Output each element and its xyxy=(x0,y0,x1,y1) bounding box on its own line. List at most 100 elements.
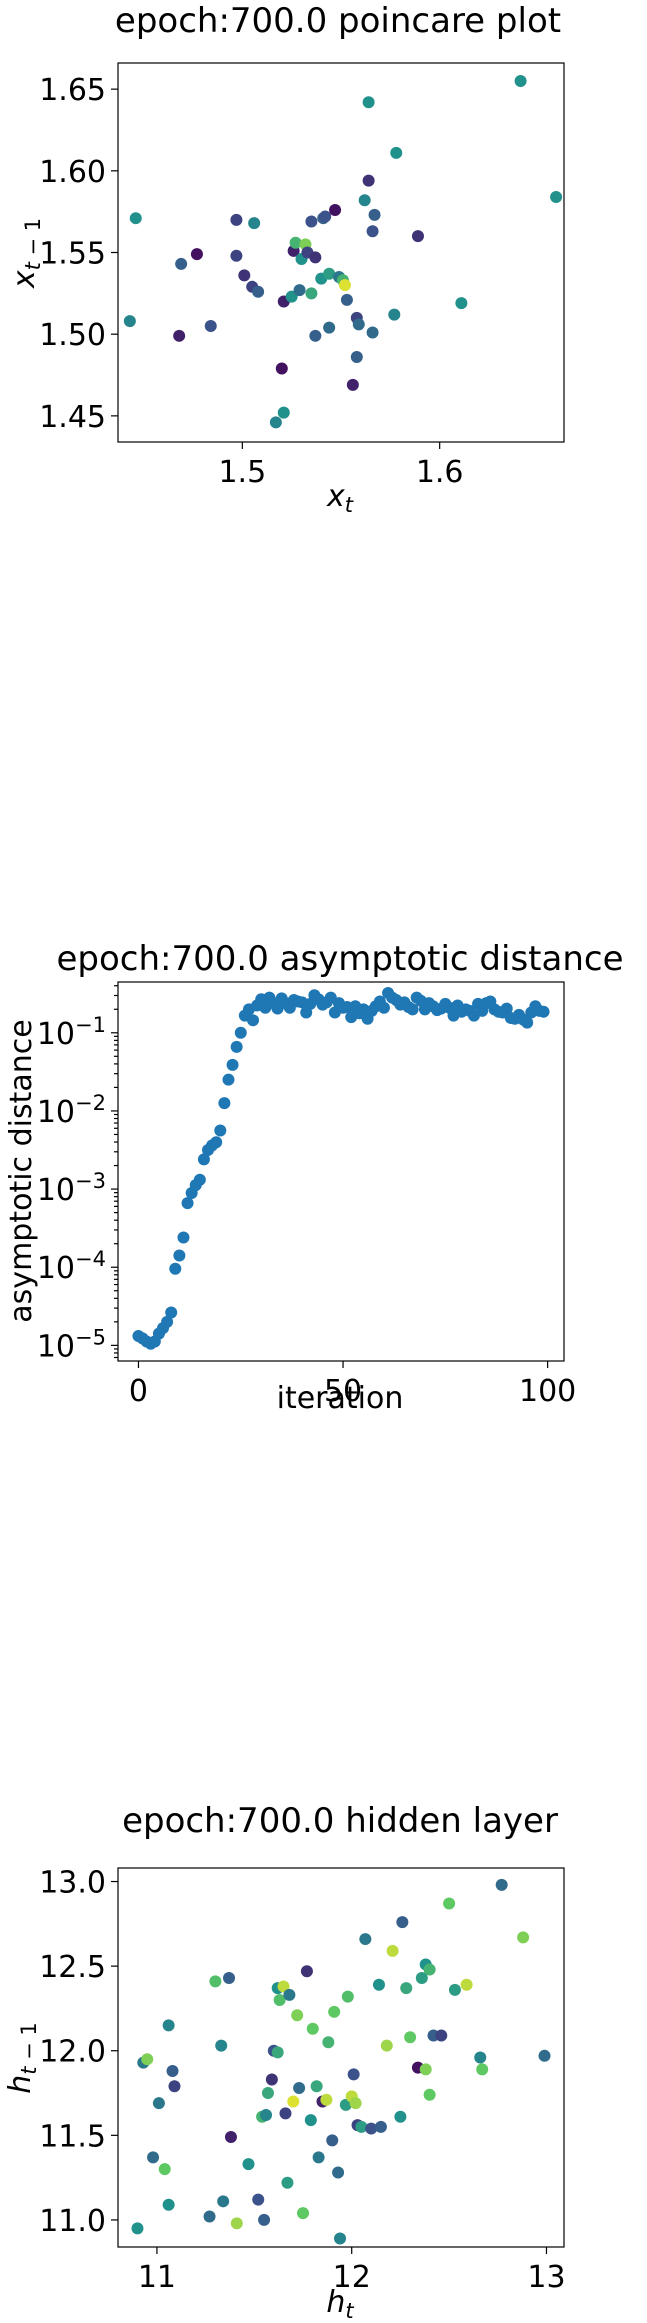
hidden-layer-point xyxy=(423,1963,436,1976)
x-tick-label: 13 xyxy=(527,2260,565,2295)
y-tick-label: 10−3 xyxy=(37,1169,106,1208)
hidden-layer-point xyxy=(300,1965,313,1978)
poincare-point xyxy=(362,96,375,109)
distance-point xyxy=(226,1058,239,1071)
hidden-layer-point xyxy=(374,2120,387,2133)
poincare-point xyxy=(323,267,336,280)
poincare-point xyxy=(173,329,186,342)
hidden-layer-point xyxy=(291,2009,304,2022)
hidden-layer-point xyxy=(306,2022,319,2035)
hidden-layer-point xyxy=(334,2232,347,2245)
hidden-layer-point xyxy=(252,2193,265,2206)
x-tick-label: 1.6 xyxy=(416,455,464,490)
hidden-layer-point xyxy=(476,2063,489,2076)
x-tick-label: 0 xyxy=(129,1374,148,1409)
hidden-layer-point xyxy=(224,2131,237,2144)
hidden-layer-point xyxy=(419,2063,432,2076)
poincare-point xyxy=(309,251,322,264)
poincare-point xyxy=(204,320,217,333)
poincare-point xyxy=(252,285,265,298)
distance-point xyxy=(521,1016,534,1029)
y-axis-label: asymptotic distance xyxy=(4,1019,39,1322)
hidden-layer-point xyxy=(341,1990,354,2003)
y-tick-label: 10−5 xyxy=(37,1325,106,1364)
hidden-layer-point xyxy=(355,2120,368,2133)
distance-point xyxy=(214,1124,227,1137)
hidden-layer-point xyxy=(386,1944,399,1957)
hidden-layer-point xyxy=(435,2029,448,2042)
hidden-layer-point xyxy=(460,1978,473,1991)
poincare-point xyxy=(362,174,375,187)
hidden-layer-point xyxy=(415,1971,428,1984)
poincare-point xyxy=(305,287,318,300)
plot-frame xyxy=(117,62,565,443)
poincare-point xyxy=(338,279,351,292)
poincare-point xyxy=(346,378,359,391)
distance-point xyxy=(234,1026,247,1039)
poincare-point xyxy=(293,284,306,297)
asymptotic-distance-points xyxy=(132,986,550,1350)
distance-point xyxy=(161,1315,174,1328)
poincare-point xyxy=(190,248,203,261)
hidden-layer-points xyxy=(131,1878,551,2245)
hidden-layer-point xyxy=(423,2088,436,2101)
y-tick-label: 12.0 xyxy=(39,2035,106,2070)
poincare-point xyxy=(390,146,403,159)
x-axis-label: ht xyxy=(326,2285,354,2323)
asymptotic-distance-chart: epoch:700.0 asymptotic distance 0 50 100 10… xyxy=(4,939,624,1416)
y-tick-label: 11.5 xyxy=(39,2119,106,2154)
hidden-layer-point xyxy=(260,2109,273,2122)
asymptotic-distance-ticks: 0 50 100 10−5 10−4 10−3 10−2 10−1 xyxy=(37,985,576,1409)
poincare-point xyxy=(289,236,302,249)
poincare-point xyxy=(248,217,261,230)
hidden-layer-point xyxy=(209,1975,222,1988)
poincare-point xyxy=(129,212,142,225)
poincare-point xyxy=(455,297,468,310)
hidden-layer-point xyxy=(168,2080,181,2093)
x-axis-label: xt xyxy=(326,479,354,517)
poincare-point xyxy=(309,329,322,342)
hidden-layer-point xyxy=(223,1971,236,1984)
hidden-layer-point xyxy=(517,1931,530,1944)
x-axis-label: iteration xyxy=(277,1381,404,1416)
x-tick-label: 12 xyxy=(333,2260,371,2295)
hidden-layer-point xyxy=(265,2073,278,2086)
poincare-point xyxy=(123,315,136,328)
hidden-layer-point xyxy=(158,2163,171,2176)
y-tick-label: 13.0 xyxy=(39,1866,106,1901)
hidden-layer-point xyxy=(147,2151,160,2164)
hidden-layer-point xyxy=(203,2210,216,2223)
hidden-layer-point xyxy=(495,1878,508,1891)
y-tick-label: 11.0 xyxy=(39,2204,106,2239)
hidden-layer-point xyxy=(380,2039,393,2052)
poincare-point xyxy=(340,293,353,306)
distance-point xyxy=(230,1040,243,1053)
poincare-point xyxy=(550,190,563,203)
hidden-layer-point xyxy=(448,1983,461,1996)
distance-point xyxy=(177,1231,190,1244)
poincare-point xyxy=(277,406,290,419)
chart-title: epoch:700.0 asymptotic distance xyxy=(57,939,624,979)
poincare-point xyxy=(275,362,288,375)
y-tick-label: 1.65 xyxy=(39,73,106,108)
poincare-point xyxy=(175,257,188,270)
hidden-layer-point xyxy=(538,2049,551,2062)
hidden-layer-point xyxy=(261,2087,274,2100)
y-axis-label: xt − 1 xyxy=(7,218,45,289)
distance-point xyxy=(406,1003,419,1016)
poincare-point xyxy=(319,210,332,223)
y-tick-label: 1.55 xyxy=(39,237,106,272)
poincare-plot-chart: epoch:700.0 poincare plot 1.5 1.6 1.45 1.50… xyxy=(7,1,565,517)
x-tick-label: 1.5 xyxy=(218,455,266,490)
svg-text:xt − 1: xt − 1 xyxy=(7,218,45,289)
distance-point xyxy=(500,1002,513,1015)
poincare-point xyxy=(514,74,527,87)
hidden-layer-point xyxy=(297,2207,310,2220)
poincare-point xyxy=(230,249,243,262)
hidden-layer-point xyxy=(359,1933,372,1946)
distance-point xyxy=(210,1136,223,1149)
distance-point xyxy=(218,1097,231,1110)
hidden-layer-point xyxy=(443,1897,456,1910)
hidden-layer-point xyxy=(281,2176,294,2189)
poincare-point xyxy=(230,213,243,226)
